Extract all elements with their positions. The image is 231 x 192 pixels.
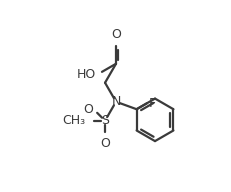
Text: O: O xyxy=(111,28,120,41)
Text: O: O xyxy=(83,103,93,116)
Text: N: N xyxy=(111,95,120,108)
Text: O: O xyxy=(100,137,109,151)
Text: CH₃: CH₃ xyxy=(62,114,85,127)
Text: HO: HO xyxy=(76,68,96,81)
Text: S: S xyxy=(101,114,109,127)
Text: F: F xyxy=(148,97,155,110)
